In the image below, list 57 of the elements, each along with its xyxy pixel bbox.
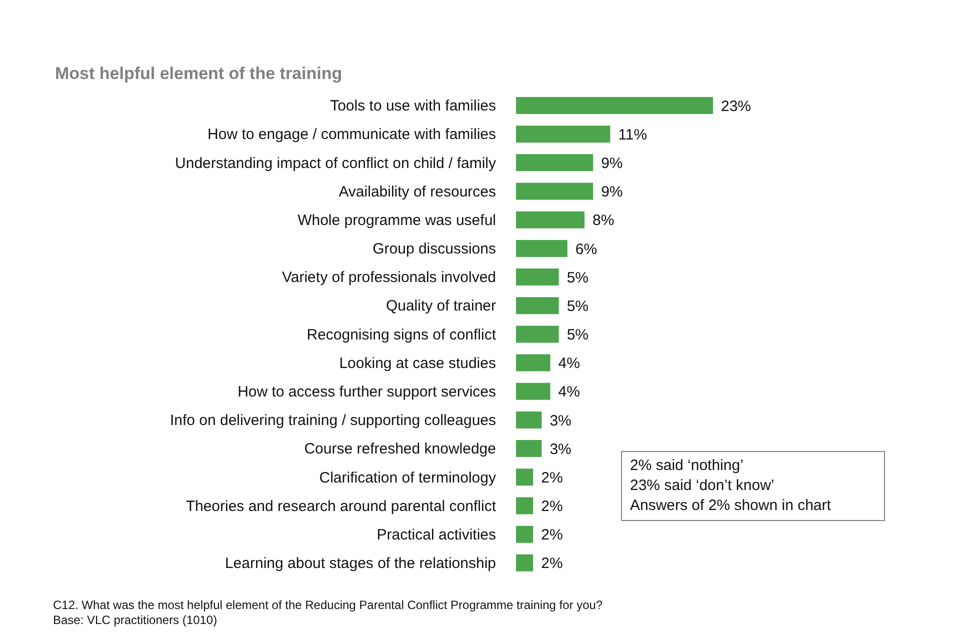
data-label: 8% [592, 212, 614, 230]
annotation: 23% said ‘don’t know’ [630, 476, 776, 496]
bar [516, 554, 534, 572]
y-tick-label: How to engage / communicate with families [208, 126, 496, 144]
data-label: 3% [550, 412, 572, 430]
y-tick-label: Course refreshed knowledge [304, 440, 496, 458]
data-label: 6% [575, 240, 598, 258]
data-label: 2% [541, 526, 563, 544]
data-label: 9% [601, 155, 623, 172]
annotation: Answers of 2% shown in chart [630, 496, 832, 516]
y-tick-label: Theories and research around parental conflict [186, 498, 497, 515]
y-tick-label: Availability of resources [338, 183, 496, 200]
data-label: 4% [558, 384, 580, 401]
bar [516, 182, 594, 200]
y-tick-label: Tools to use with families [330, 98, 496, 115]
bar [516, 468, 534, 486]
y-tick-label: Group discussions [372, 240, 496, 258]
y-tick-label: Whole programme was useful [298, 212, 496, 229]
data-label: 9% [601, 184, 623, 201]
data-label: 5% [566, 269, 589, 286]
y-tick-label: Learning about stages of the relationship [224, 555, 496, 572]
data-label: 5% [566, 326, 589, 344]
bar [516, 97, 713, 114]
bar [516, 497, 534, 514]
bar [516, 382, 550, 400]
data-label: 4% [558, 355, 580, 372]
bar [516, 440, 542, 458]
text: Base: VLC practitioners (1010) [53, 613, 218, 628]
y-tick-label: How to access further support services [238, 384, 496, 400]
bar [516, 354, 550, 372]
y-tick-label: Clarification of terminology [319, 469, 496, 486]
bar [516, 126, 610, 143]
y-tick-label: Variety of professionals involved [282, 269, 496, 286]
y-tick-label: Quality of trainer [386, 298, 496, 315]
bar [516, 411, 542, 428]
data-label: 2% [541, 469, 563, 486]
bar [516, 526, 534, 543]
y-tick-label: Recognising signs of conflict [306, 326, 497, 344]
data-label: 2% [541, 498, 563, 516]
text: C12. What was the most helpful element of the Reducing Parental Conflict Programme training for you? [53, 598, 603, 613]
data-label: 2% [541, 555, 563, 572]
bar [516, 211, 585, 228]
data-label: 3% [550, 440, 572, 458]
text: Most helpful element of the training [55, 64, 342, 84]
bar [516, 268, 559, 286]
y-tick-label: Looking at case studies [339, 354, 496, 372]
data-label: 11% [618, 126, 648, 144]
bar [516, 240, 568, 257]
annotation: 2% said ‘nothing’ [630, 456, 744, 476]
y-tick-label: Practical activities [376, 526, 496, 544]
y-tick-label: Info on delivering training / supporting colleagues [170, 412, 496, 430]
data-label: 5% [566, 298, 589, 315]
data-label: 23% [721, 98, 752, 115]
y-tick-label: Understanding impact of conflict on child / family [175, 154, 496, 172]
bar [516, 297, 559, 314]
bar [516, 154, 594, 172]
bar [516, 326, 559, 343]
